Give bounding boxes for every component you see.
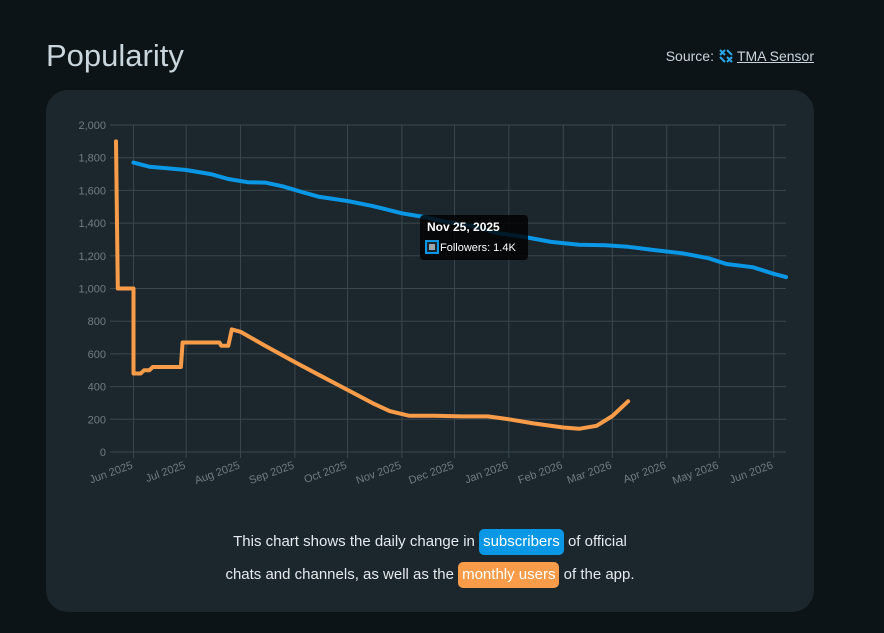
x-tick-label: Nov 2025 (355, 460, 403, 487)
chart-card: 0 200 400 600 800 1,000 1,200 1,400 1,600 1,800 2,… (46, 90, 814, 612)
caption-text: chats and channels, as well as the (225, 566, 454, 583)
y-tick-label: 1,000 (78, 284, 106, 296)
subscribers-badge: subscribers (479, 529, 564, 555)
x-tick-label: May 2026 (671, 460, 721, 488)
tooltip-value: Followers: 1.4K (440, 242, 516, 254)
series-lines (114, 139, 788, 431)
y-tick-label: 400 (88, 382, 106, 394)
y-tick-label: 0 (100, 447, 106, 459)
y-tick-label: 1,400 (78, 218, 106, 230)
line-chart[interactable]: 0 200 400 600 800 1,000 1,200 1,400 1,600 1,800 2,… (46, 90, 814, 520)
caption-text: of official (567, 533, 627, 550)
x-tick-label: Apr 2026 (622, 460, 668, 487)
x-tick-label: Feb 2026 (516, 460, 564, 487)
x-tick-label: Aug 2025 (193, 460, 241, 487)
x-tick-label: Dec 2025 (407, 460, 455, 487)
x-axis-ticks: Jun 2025 Jul 2025 Aug 2025 Sep 2025 Oct 2025… (88, 460, 775, 488)
tma-sensor-logo-icon (719, 49, 733, 63)
x-tick-label: Jun 2025 (88, 460, 135, 487)
caption-text: This chart shows the daily change in (233, 533, 475, 550)
x-tick-label: Oct 2025 (302, 460, 348, 487)
y-tick-label: 600 (88, 349, 106, 361)
source-link[interactable]: TMA Sensor (736, 48, 814, 64)
monthly-users-badge: monthly users (458, 562, 560, 588)
y-tick-label: 1,800 (78, 153, 106, 165)
caption-line-1: This chart shows the daily change in sub… (46, 525, 814, 558)
x-tick-label: Jan 2026 (463, 460, 510, 487)
y-tick-label: 200 (88, 414, 106, 426)
tooltip-date: Nov 25, 2025 (427, 220, 500, 234)
y-axis-ticks: 0 200 400 600 800 1,000 1,200 1,400 1,600 1,800 2,… (78, 120, 106, 459)
caption-text: of the app. (563, 566, 635, 583)
page-title: Popularity (46, 38, 184, 73)
caption-line-2: chats and channels, as well as the month… (46, 558, 814, 591)
x-tick-label: Mar 2026 (566, 460, 614, 487)
x-tick-label: Jul 2025 (144, 460, 187, 486)
tooltip-swatch-fill (429, 244, 435, 250)
tooltip-background (420, 215, 528, 260)
chart-caption: This chart shows the daily change in sub… (46, 525, 814, 591)
monthly-users-series-line (114, 139, 631, 431)
chart-tooltip: Nov 25, 2025 Followers: 1.4K (420, 215, 528, 260)
x-tick-label: Jun 2026 (728, 460, 775, 487)
source-label: Source: (665, 48, 714, 64)
y-tick-label: 2,000 (78, 120, 106, 132)
x-tick-label: Sep 2025 (248, 460, 296, 487)
y-tick-label: 1,200 (78, 251, 106, 263)
y-tick-label: 1,600 (78, 185, 106, 197)
source-attribution: Source: TMA Sensor (666, 48, 814, 64)
y-tick-label: 800 (88, 316, 106, 328)
